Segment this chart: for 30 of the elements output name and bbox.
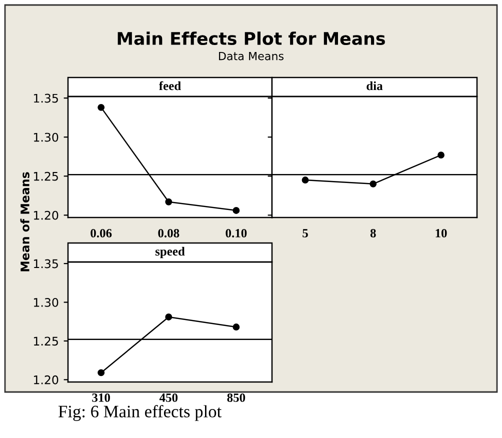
x-tick-label: 0.08	[158, 228, 180, 238]
chart-title: dia	[366, 81, 383, 90]
chart-title: speed	[155, 246, 185, 258]
point	[165, 198, 172, 206]
x-tick-label: 850	[227, 393, 246, 402]
chart-title: feed	[158, 81, 181, 90]
text: Main Effects Plot for Means	[118, 32, 385, 46]
y-tick-label: 1.25	[34, 336, 58, 346]
x-tick-label: 310	[92, 393, 110, 402]
x-tick-label: 0.10	[226, 228, 247, 238]
text: Fig: 6 Main effects plot	[58, 405, 222, 421]
point	[165, 313, 172, 320]
x-tick-label: 10	[436, 228, 447, 238]
y-tick-label: 1.35	[34, 94, 58, 103]
point	[98, 369, 105, 376]
y-tick-label: 1.35	[34, 259, 58, 268]
y-tick-label: 1.30	[34, 132, 58, 142]
point	[232, 207, 240, 214]
x-tick-label: 0.06	[90, 228, 112, 238]
point	[232, 324, 240, 331]
x-tick-label: 450	[159, 393, 178, 402]
point	[98, 104, 105, 111]
y-axis-title: Mean of Means	[20, 172, 30, 272]
y-tick-label: 1.30	[34, 298, 58, 307]
y-tick-label: 1.20	[34, 210, 58, 220]
x-tick-label: 8	[370, 228, 376, 238]
x-tick-label: 5	[302, 229, 308, 238]
text: Data Means	[219, 52, 284, 60]
y-tick-label: 1.25	[34, 172, 58, 181]
y-tick-label: 1.20	[34, 375, 58, 384]
